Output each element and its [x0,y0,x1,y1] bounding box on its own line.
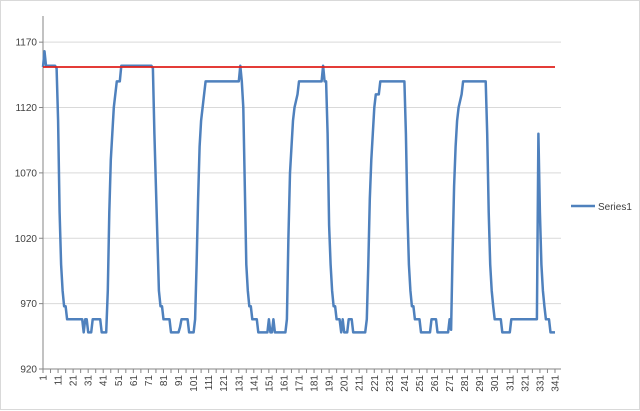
x-tick-label: 311 [505,375,516,391]
x-tick-label: 11 [54,375,65,386]
x-tick-label: 21 [69,375,80,387]
x-tick-label: 141 [249,375,260,392]
x-tick-label: 91 [174,375,185,387]
x-tick-label: 81 [159,375,170,387]
x-axis: 1 11 21 31 41 51 61 71 81 91 101 111 121 131 141 151 161… [39,368,561,392]
x-tick-label: 201 [340,375,351,392]
x-tick-label: 191 [325,375,336,392]
legend-label-series1: Series1 [598,202,632,213]
x-tick-label: 331 [535,375,546,392]
x-tick-label: 151 [264,375,275,392]
x-tick-label: 71 [144,375,155,387]
y-tick-label: 1070 [15,168,38,179]
x-tick-label: 161 [279,375,290,392]
legend: Series1 [571,202,632,213]
x-tick-label: 281 [460,375,471,392]
x-tick-label: 321 [520,375,531,392]
x-tick-label: 41 [99,375,110,387]
x-tick-label: 101 [189,375,200,392]
series-line-series1 [41,50,555,334]
y-tick-label: 1120 [15,103,37,114]
x-tick-label: 211 [355,375,366,391]
x-tick-label: 341 [550,375,561,392]
y-axis: 920 970 1020 1070 1120 1170 [15,16,44,376]
x-tick-label: 241 [400,375,411,392]
x-tick-label: 61 [129,375,140,387]
x-tick-label: 111 [204,375,215,391]
series-lines [41,50,555,334]
x-tick-label: 171 [294,375,305,392]
x-tick-label: 221 [370,375,381,392]
x-tick-label: 291 [475,375,486,392]
x-tick-label: 31 [84,375,95,387]
y-tick-label: 920 [20,365,37,376]
x-tick-label: 251 [415,375,426,392]
x-tick-label: 181 [310,375,321,392]
y-tick-label: 1170 [15,38,37,49]
x-tick-label: 121 [219,375,230,392]
x-tick-label: 51 [114,375,125,387]
gridlines [43,41,561,305]
x-tick-label: 271 [445,375,456,392]
y-tick-label: 970 [20,299,37,310]
x-tick-label: 1 [39,375,50,381]
x-tick-label: 131 [234,375,245,392]
x-tick-label: 231 [385,375,396,392]
x-tick-label: 261 [430,375,441,392]
x-tick-label: 301 [490,375,501,392]
y-tick-label: 1020 [15,234,38,245]
